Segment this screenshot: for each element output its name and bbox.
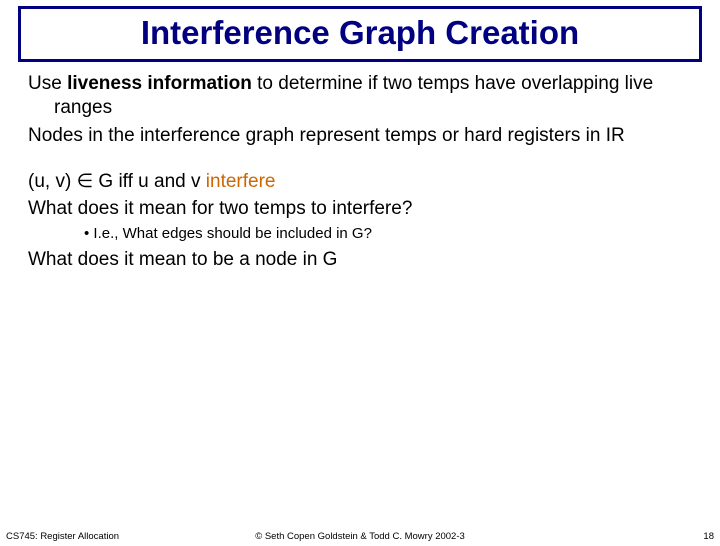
text-prefix: Use bbox=[28, 73, 67, 94]
text-giff: G iff u and v bbox=[93, 171, 206, 192]
paragraph-nodes: Nodes in the interference graph represen… bbox=[28, 124, 692, 148]
paragraph-question-interfere: What does it mean for two temps to inter… bbox=[28, 197, 692, 221]
text-strong-liveness: liveness information bbox=[67, 73, 252, 94]
footer-page-number: 18 bbox=[703, 531, 714, 542]
slide-title: Interference Graph Creation bbox=[25, 15, 695, 51]
footer-center: © Seth Copen Goldstein & Todd C. Mowry 2… bbox=[0, 531, 720, 542]
title-box: Interference Graph Creation bbox=[18, 6, 702, 62]
paragraph-question-node: What does it mean to be a node in G bbox=[28, 248, 692, 272]
slide-body: Use liveness information to determine if… bbox=[0, 62, 720, 271]
slide: Interference Graph Creation Use liveness… bbox=[0, 6, 720, 546]
paragraph-edge-def: (u, v) ∈ G iff u and v interfere bbox=[28, 170, 692, 194]
spacer bbox=[28, 152, 692, 170]
element-of-symbol: ∈ bbox=[77, 171, 94, 192]
text-interfere-accent: interfere bbox=[206, 171, 276, 192]
text-uv: (u, v) bbox=[28, 171, 77, 192]
sub-bullet-edges: I.e., What edges should be included in G… bbox=[28, 225, 692, 244]
paragraph-liveness: Use liveness information to determine if… bbox=[28, 72, 692, 120]
